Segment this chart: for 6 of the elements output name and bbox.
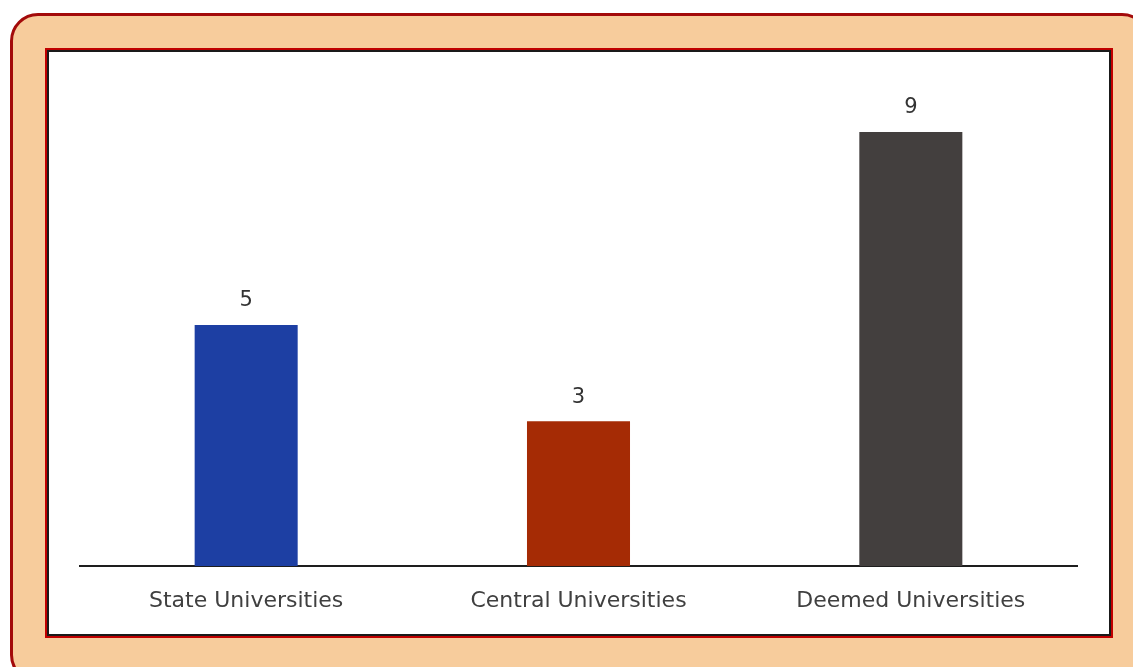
data-label: 5 [239, 287, 253, 312]
data-label: 9 [904, 94, 918, 119]
x-tick-label: Deemed Universities [796, 586, 1026, 612]
data-label: 3 [571, 383, 586, 408]
x-tick-label: Central Universities [470, 586, 687, 612]
x-tick-label: State Universities [149, 586, 344, 612]
